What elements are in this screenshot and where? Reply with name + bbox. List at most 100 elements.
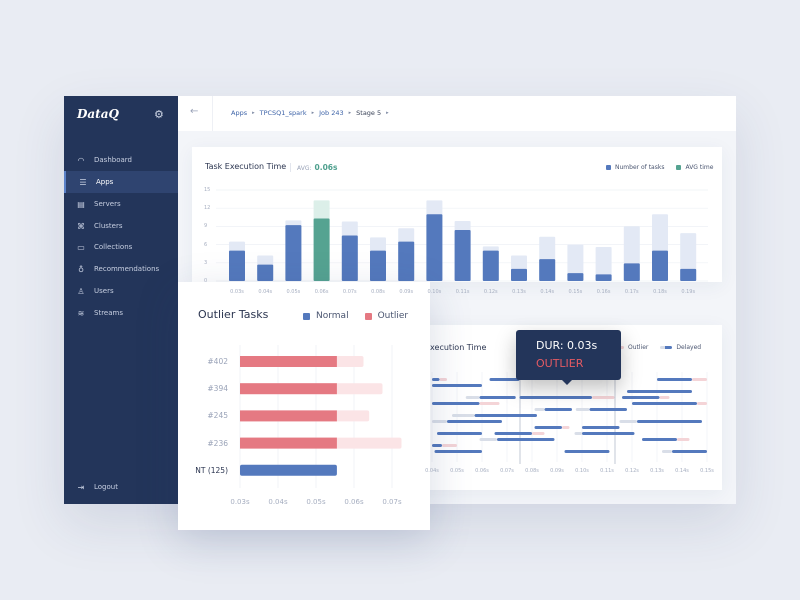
bar-capacity xyxy=(567,244,584,281)
bar xyxy=(341,235,358,281)
x-tick-label: 0.14s xyxy=(540,289,555,295)
streams-icon: ≋ xyxy=(77,308,85,318)
task-bar xyxy=(434,450,482,453)
delay-lead xyxy=(479,438,497,441)
task-bar xyxy=(497,438,555,441)
x-tick-label: 0.12s xyxy=(625,468,639,474)
task-bar xyxy=(657,378,692,381)
outlier-bar xyxy=(240,383,337,395)
delay-lead xyxy=(662,450,672,453)
tooltip-label: OUTLIER xyxy=(536,357,584,370)
x-tick-label: 0.07s xyxy=(342,289,357,295)
gauge-icon: ◠ xyxy=(77,155,85,165)
top-bar xyxy=(178,96,736,131)
gear-icon[interactable]: ⚙ xyxy=(154,108,164,121)
outlier-legend: Normal Outlier xyxy=(303,311,408,321)
x-tick-label: 0.12s xyxy=(483,289,498,295)
bar xyxy=(567,273,584,281)
x-tick-label: 0.11s xyxy=(455,289,470,295)
sidebar-item-recommendations[interactable]: ♁ Recommendations xyxy=(64,258,178,280)
sidebar-item-apps[interactable]: ☰ Apps xyxy=(64,171,178,193)
task-bar xyxy=(564,450,610,453)
sidebar-item-clusters[interactable]: ⌘ Clusters xyxy=(64,215,178,237)
avg-readout: AVG: 0.06s xyxy=(290,163,337,172)
sidebar-item-streams[interactable]: ≋ Streams xyxy=(64,302,178,324)
delay-lead xyxy=(432,420,447,423)
y-tick-label: 9 xyxy=(204,223,208,230)
sidebar-item-label: Streams xyxy=(94,309,123,317)
task-bar xyxy=(582,426,620,429)
divider xyxy=(212,96,213,131)
outlier-title: Outlier Tasks xyxy=(198,308,269,321)
logout-button[interactable]: ⇥ Logout xyxy=(64,476,178,498)
y-tick-label: 15 xyxy=(204,187,211,193)
delay-lead xyxy=(574,432,582,435)
x-tick-label: 0.10s xyxy=(427,289,442,295)
task-label: NT (125) xyxy=(195,465,228,475)
breadcrumb-job[interactable]: Job 243 xyxy=(319,109,344,117)
breadcrumb-apps[interactable]: Apps xyxy=(231,109,248,117)
legend-outlier: Outlier xyxy=(377,311,409,321)
bar-capacity xyxy=(595,247,612,281)
breadcrumb-app[interactable]: TPCSQ1_spark xyxy=(259,109,307,117)
sidebar-item-collections[interactable]: ▭ Collections xyxy=(64,236,178,258)
bar xyxy=(454,230,471,281)
task-bar xyxy=(627,390,692,393)
normal-bar xyxy=(240,464,337,476)
gantt-title: Execution Time xyxy=(425,343,487,352)
x-tick-label: 0.14s xyxy=(675,468,689,474)
outlier-bar xyxy=(240,437,337,449)
delay-lead xyxy=(465,396,480,399)
x-tick-label: 0.04s xyxy=(268,498,288,506)
task-label: #245 xyxy=(207,411,228,421)
sidebar-item-label: Recommendations xyxy=(94,265,160,273)
y-tick-label: 3 xyxy=(204,259,208,266)
x-tick-label: 0.06s xyxy=(475,468,489,474)
logout-label: Logout xyxy=(94,483,118,491)
legend: Number of tasks AVG time xyxy=(606,164,713,171)
x-tick-label: 0.05s xyxy=(286,289,301,295)
task-bar xyxy=(437,432,482,435)
bar xyxy=(398,241,415,281)
outlier-tail xyxy=(439,378,447,381)
x-tick-label: 0.13s xyxy=(650,468,664,474)
back-arrow-icon[interactable]: ← xyxy=(190,106,199,117)
bar xyxy=(652,250,668,281)
x-tick-label: 0.06s xyxy=(344,498,364,506)
tooltip: DUR: 0.03s OUTLIER xyxy=(516,330,621,385)
sidebar-item-users[interactable]: ♙ Users xyxy=(64,280,178,302)
legend-delayed: Delayed xyxy=(676,344,702,351)
task-bar xyxy=(589,408,627,411)
outlier-bar xyxy=(240,410,337,422)
logout-icon: ⇥ xyxy=(77,482,85,492)
bar xyxy=(680,268,697,281)
folder-icon: ▭ xyxy=(77,242,85,252)
outlier-tail xyxy=(659,396,670,399)
task-bar xyxy=(432,384,482,387)
task-bar xyxy=(474,414,537,417)
x-tick-label: 0.05s xyxy=(450,468,464,474)
bar xyxy=(257,264,274,281)
task-bar xyxy=(642,438,677,441)
sidebar-item-dashboard[interactable]: ◠ Dashboard xyxy=(64,149,178,171)
x-tick-label: 0.04s xyxy=(258,289,273,295)
x-tick-label: 0.08s xyxy=(525,468,539,474)
y-tick-label: 0 xyxy=(204,278,208,284)
sidebar xyxy=(64,96,178,504)
breadcrumb: Apps ▸ TPCSQ1_spark ▸ Job 243 ▸ Stage 5 ▸ xyxy=(231,109,389,117)
sidebar-item-servers[interactable]: ▤ Servers xyxy=(64,193,178,215)
outlier-bar xyxy=(240,356,337,367)
chart-title: Task Execution Time xyxy=(205,162,287,171)
task-label: #236 xyxy=(207,438,228,448)
bar xyxy=(511,268,527,281)
x-tick-label: 0.10s xyxy=(575,468,589,474)
legend-swatch-tasks xyxy=(606,165,611,170)
outlier-tail xyxy=(677,438,690,441)
bar xyxy=(426,214,443,281)
x-tick-label: 0.07s xyxy=(500,468,514,474)
x-tick-label: 0.03s xyxy=(230,289,244,295)
sidebar-item-label: Dashboard xyxy=(94,156,132,164)
x-tick-label: 0.04s xyxy=(425,468,439,474)
